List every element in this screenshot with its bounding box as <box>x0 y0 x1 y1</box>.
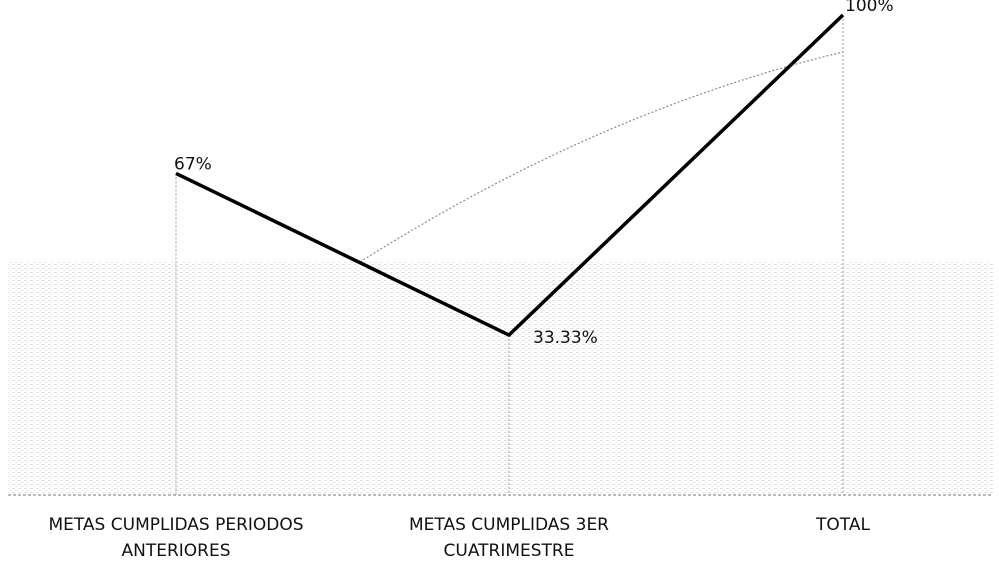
x-tick-label-3: TOTAL <box>815 515 870 535</box>
data-label-1: 67% <box>174 154 212 174</box>
scan-noise-band <box>8 262 993 494</box>
x-tick-label-2: METAS CUMPLIDAS 3ER CUATRIMESTRE <box>409 515 609 561</box>
x-tick-label-1: METAS CUMPLIDAS PERIODOS ANTERIORES <box>48 515 303 561</box>
data-label-3: 100% <box>845 0 894 16</box>
data-label-2: 33.33% <box>533 328 598 348</box>
